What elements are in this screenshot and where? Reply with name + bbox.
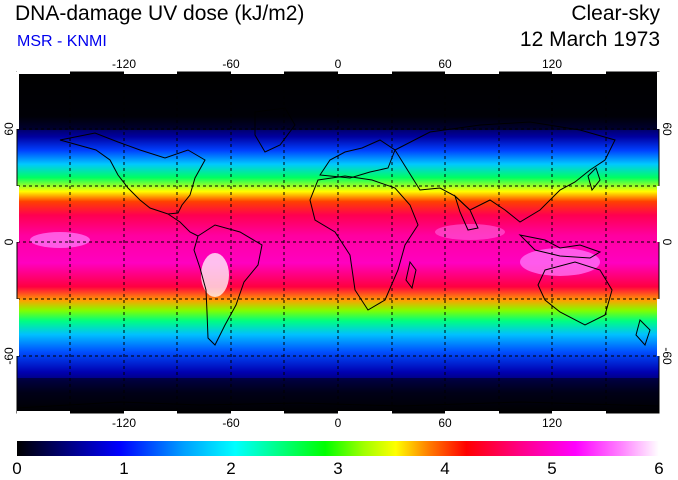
indonesia-coast <box>518 234 602 259</box>
colorbar <box>17 441 659 456</box>
lon-label-top-w120: -120 <box>112 57 136 71</box>
date-label: 12 March 1973 <box>519 28 660 51</box>
colorbar-label-6: 6 <box>654 459 663 478</box>
lat-label-left-0: 0 <box>2 238 16 245</box>
colorbar-label-2: 2 <box>226 459 235 478</box>
australia-coast <box>537 261 613 326</box>
coastlines <box>17 107 659 409</box>
andes-max-patch <box>201 253 229 297</box>
lon-label-top-0: 0 <box>335 57 342 71</box>
lon-label-top-e60: 60 <box>438 57 452 71</box>
lon-label-top-e120: 120 <box>542 57 562 71</box>
lon-label-bottom-w60: -60 <box>222 416 240 430</box>
lat-label-left-60: 60 <box>2 122 16 136</box>
japan-coast <box>587 167 601 192</box>
indian-ocean-patch <box>435 224 505 240</box>
colorbar-label-3: 3 <box>333 459 342 478</box>
colorbar-label-0: 0 <box>12 459 21 478</box>
indonesia-max-patch <box>520 248 600 276</box>
colorbar-label-5: 5 <box>547 459 556 478</box>
south-america-coast <box>193 224 263 346</box>
greenland-coast <box>254 107 296 153</box>
lat-label-right-m60: -60 <box>660 347 674 365</box>
source-label: MSR - KNMI <box>17 33 107 50</box>
lon-label-bottom-0: 0 <box>335 416 342 430</box>
map-title: DNA-damage UV dose (kJ/m2) <box>15 2 305 25</box>
north-america-coast <box>59 132 206 215</box>
lon-label-bottom-e60: 60 <box>438 416 452 430</box>
lon-label-bottom-w120: -120 <box>112 416 136 430</box>
lon-label-top-w60: -60 <box>222 57 240 71</box>
map-frame <box>16 71 660 414</box>
sky-condition-label: Clear-sky <box>571 2 660 25</box>
lat-label-right-0: 0 <box>660 239 674 246</box>
central-america-coast <box>167 213 199 237</box>
new-zealand-coast <box>635 319 651 346</box>
lat-label-left-m60: -60 <box>2 347 16 365</box>
graticule <box>17 72 659 413</box>
india-coast <box>453 194 479 231</box>
colorbar-label-4: 4 <box>440 459 449 478</box>
lon-label-bottom-e120: 120 <box>542 416 562 430</box>
colorbar-label-1: 1 <box>119 459 128 478</box>
pacific-max-patch <box>30 232 90 248</box>
south-polar-dark <box>17 378 659 413</box>
madagascar-coast <box>405 260 417 290</box>
lat-label-right-60: 60 <box>660 122 674 136</box>
antarctica-coast <box>17 401 659 409</box>
